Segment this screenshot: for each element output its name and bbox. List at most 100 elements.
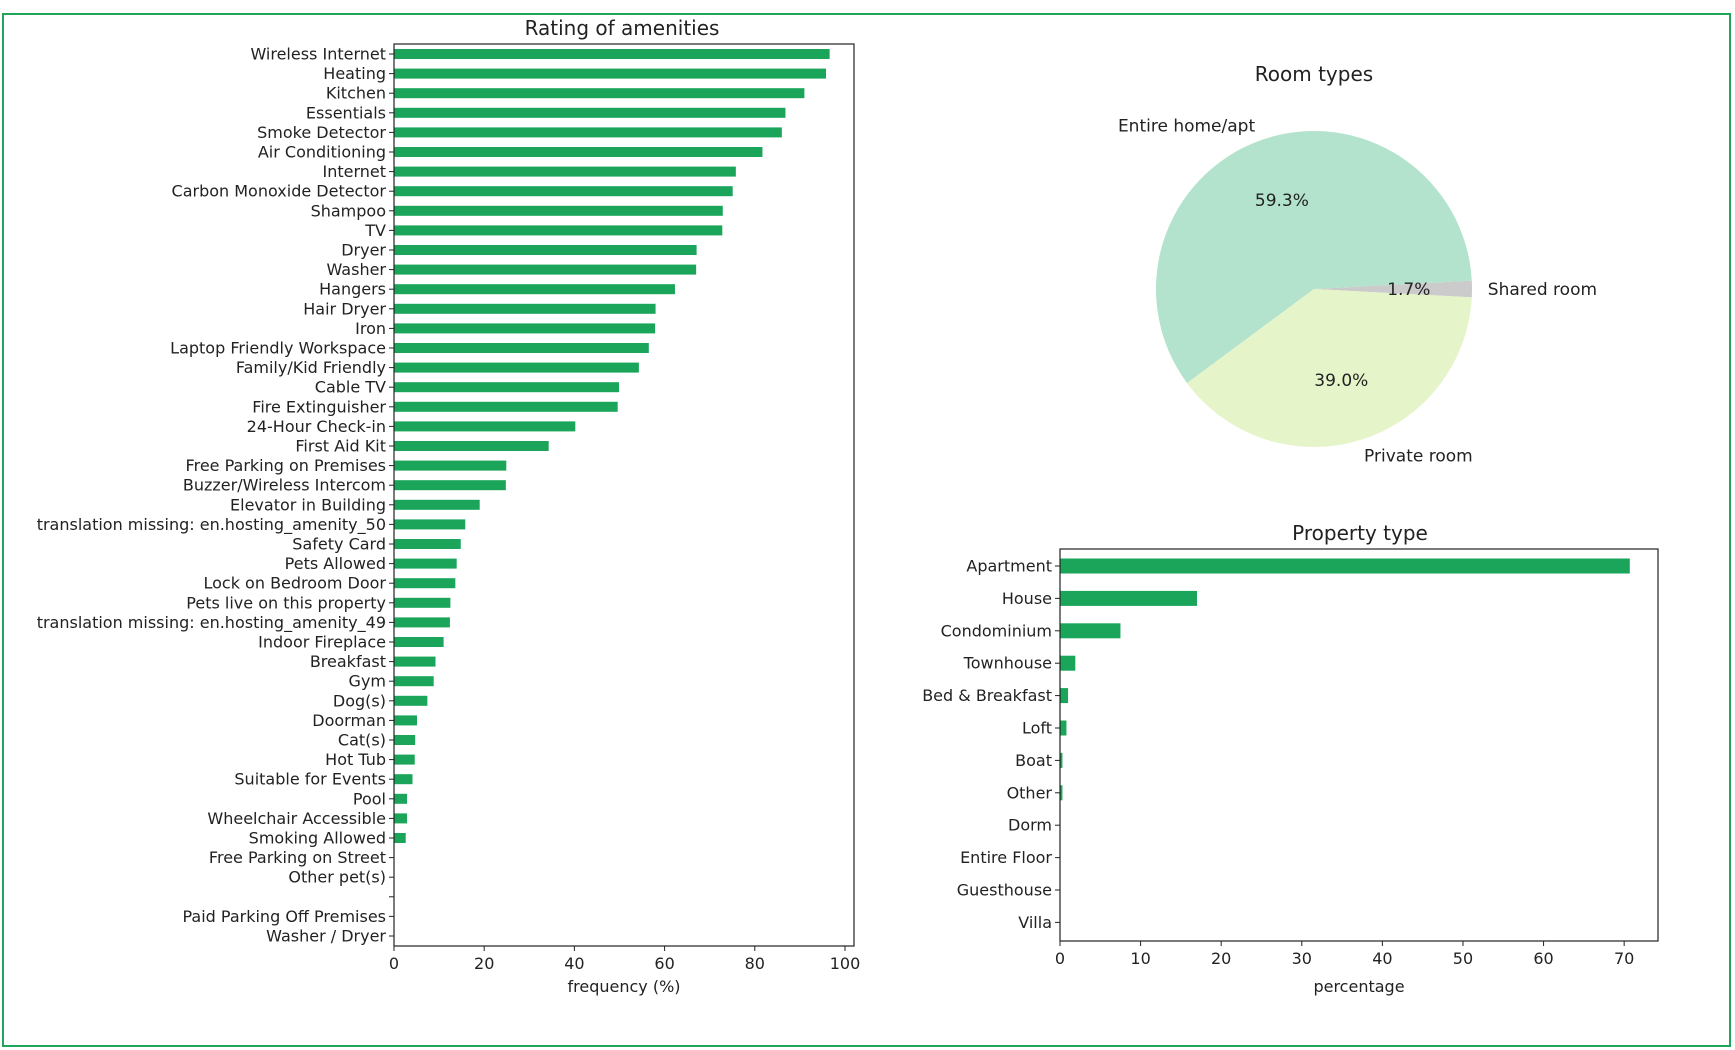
amenity-label-first-aid-kit: First Aid Kit bbox=[295, 437, 386, 456]
property-xtick-0: 0 bbox=[1055, 949, 1065, 968]
amenity-bar-iron bbox=[394, 323, 656, 334]
amenity-bar-cable-tv bbox=[394, 382, 620, 393]
amenity-bar-pets-allowed bbox=[394, 558, 457, 569]
amenity-label-24-hour-check-in: 24-Hour Check-in bbox=[247, 417, 386, 436]
pie-percent-private-room: 39.0% bbox=[1314, 371, 1368, 391]
amenity-label-pets-allowed: Pets Allowed bbox=[285, 554, 386, 573]
amenity-label-indoor-fireplace: Indoor Fireplace bbox=[258, 633, 386, 652]
property-xtick-60: 60 bbox=[1533, 949, 1553, 968]
property-type-xlabel: percentage bbox=[1313, 977, 1404, 996]
amenity-label-cable-tv: Cable TV bbox=[315, 378, 386, 397]
amenity-label-lock-on-bedroom-door: Lock on Bedroom Door bbox=[203, 574, 386, 593]
amenity-bar-essentials bbox=[394, 107, 786, 118]
amenity-bar-heating bbox=[394, 68, 827, 79]
pie-slice-private-room bbox=[1187, 289, 1472, 447]
pie-label-entire-home-apt: Entire home/apt bbox=[1118, 116, 1256, 136]
amenity-label-laptop-friendly-workspace: Laptop Friendly Workspace bbox=[170, 339, 386, 358]
amenity-xtick-80: 80 bbox=[745, 954, 765, 973]
amenity-label-smoking-allowed: Smoking Allowed bbox=[249, 829, 386, 848]
property-type-category-labels: Apartment House Condominium Townhouse Bed & … bbox=[922, 557, 1060, 932]
amenity-bar-buzzer-wireless-intercom bbox=[394, 480, 506, 491]
amenity-bar-pets-live-on-this-property bbox=[394, 597, 451, 608]
amenities-chart: Rating of amenities Wireless InternetHea… bbox=[37, 16, 861, 996]
amenity-label-other-pet-s: Other pet(s) bbox=[288, 868, 386, 887]
amenities-bars bbox=[394, 49, 830, 883]
amenity-bar-carbon-monoxide-detector bbox=[394, 186, 733, 197]
property-bar-boat bbox=[1060, 752, 1063, 768]
property-label-house: House bbox=[1002, 589, 1052, 608]
amenity-bar-24-hour-check-in bbox=[394, 421, 576, 432]
amenity-bar-breakfast bbox=[394, 656, 436, 667]
amenity-label-breakfast: Breakfast bbox=[310, 652, 386, 671]
amenity-label-essentials: Essentials bbox=[306, 103, 386, 122]
amenity-label-internet: Internet bbox=[322, 162, 386, 181]
property-xtick-40: 40 bbox=[1372, 949, 1392, 968]
amenity-label-pets-live-on-this-property: Pets live on this property bbox=[186, 593, 386, 612]
amenity-label-free-parking-on-premises: Free Parking on Premises bbox=[186, 456, 386, 475]
amenity-bar-elevator-in-building bbox=[394, 499, 480, 510]
pie-percent-entire-home-apt: 59.3% bbox=[1255, 191, 1309, 211]
amenity-xtick-0: 0 bbox=[389, 954, 399, 973]
amenities-axes-frame bbox=[393, 43, 855, 947]
amenity-bar-free-parking-on-premises bbox=[394, 460, 507, 471]
pie-slice-shared-room bbox=[1314, 280, 1472, 298]
amenity-label-shampoo: Shampoo bbox=[311, 201, 386, 220]
amenity-bar-air-conditioning bbox=[394, 147, 763, 157]
room-types-labels: 1.7% Shared room 59.3% Entire home/apt 39.0%… bbox=[1118, 116, 1597, 466]
amenity-bar-wheelchair-accessible bbox=[394, 813, 408, 824]
amenity-xtick-100: 100 bbox=[830, 954, 861, 973]
amenities-xlabel: frequency (%) bbox=[567, 977, 680, 996]
amenity-label-fire-extinguisher: Fire Extinguisher bbox=[252, 397, 386, 416]
property-label-dorm: Dorm bbox=[1008, 816, 1052, 835]
amenity-label-translation-missing-en-hosting-amenity-50: translation missing: en.hosting_amenity_… bbox=[37, 515, 386, 535]
amenity-bar-translation-missing-en-hosting-amenity-50 bbox=[394, 519, 466, 530]
amenities-title: Rating of amenities bbox=[525, 16, 720, 40]
property-label-villa: Villa bbox=[1018, 913, 1052, 932]
amenities-category-labels: Wireless InternetHeatingKitchenEssential… bbox=[37, 45, 394, 946]
property-label-entire-floor: Entire Floor bbox=[960, 848, 1052, 867]
amenity-bar-pool bbox=[394, 793, 408, 804]
amenity-label-wireless-internet: Wireless Internet bbox=[250, 45, 386, 64]
amenity-label-free-parking-on-street: Free Parking on Street bbox=[209, 848, 386, 867]
property-label-boat: Boat bbox=[1015, 751, 1052, 770]
figure-frame bbox=[2, 13, 1731, 1047]
amenity-label-dog-s: Dog(s) bbox=[333, 691, 386, 710]
property-label-bed-breakfast: Bed & Breakfast bbox=[922, 686, 1052, 705]
amenity-label-washer: Washer bbox=[327, 260, 387, 279]
property-type-axes-frame bbox=[1059, 548, 1659, 942]
amenity-label-wheelchair-accessible: Wheelchair Accessible bbox=[207, 809, 386, 828]
amenity-bar-shampoo bbox=[394, 205, 723, 216]
amenity-bar-wireless-internet bbox=[394, 49, 830, 59]
amenity-label-doorman: Doorman bbox=[312, 711, 386, 730]
amenity-xtick-40: 40 bbox=[564, 954, 584, 973]
property-bar-condominium bbox=[1060, 623, 1121, 639]
room-types-title: Room types bbox=[1255, 62, 1373, 86]
property-label-loft: Loft bbox=[1022, 719, 1052, 738]
amenity-label-pool: Pool bbox=[353, 789, 386, 808]
amenity-label-tv: TV bbox=[364, 221, 386, 240]
amenity-label-dryer: Dryer bbox=[341, 241, 386, 260]
amenity-bar-kitchen bbox=[394, 88, 805, 99]
amenity-label-family-kid-friendly: Family/Kid Friendly bbox=[236, 358, 386, 377]
amenity-bar-fire-extinguisher bbox=[394, 401, 618, 412]
property-xtick-30: 30 bbox=[1292, 949, 1312, 968]
pie-label-shared-room: Shared room bbox=[1488, 280, 1597, 300]
amenity-label-hair-dryer: Hair Dryer bbox=[303, 299, 386, 318]
property-type-x-ticks: 0 10 20 30 40 50 60 70 bbox=[1055, 941, 1634, 968]
amenity-bar-safety-card bbox=[394, 539, 461, 549]
amenity-label-translation-missing-en-hosting-amenity-49: translation missing: en.hosting_amenity_… bbox=[37, 613, 386, 633]
amenity-bar-first-aid-kit bbox=[394, 441, 549, 451]
amenity-label-heating: Heating bbox=[323, 64, 386, 83]
property-xtick-10: 10 bbox=[1130, 949, 1150, 968]
room-types-chart: Room types 1.7% Shared room 59.3% Entire ho… bbox=[1118, 62, 1597, 466]
property-type-title: Property type bbox=[1292, 521, 1428, 545]
property-bar-apartment bbox=[1060, 558, 1630, 574]
amenity-bar-family-kid-friendly bbox=[394, 362, 639, 373]
amenity-xtick-60: 60 bbox=[654, 954, 674, 973]
property-bar-loft bbox=[1060, 720, 1067, 736]
property-xtick-70: 70 bbox=[1614, 949, 1634, 968]
property-label-townhouse: Townhouse bbox=[963, 654, 1052, 673]
amenity-bar-smoke-detector bbox=[394, 127, 782, 138]
amenity-bar-lock-on-bedroom-door bbox=[394, 578, 456, 589]
